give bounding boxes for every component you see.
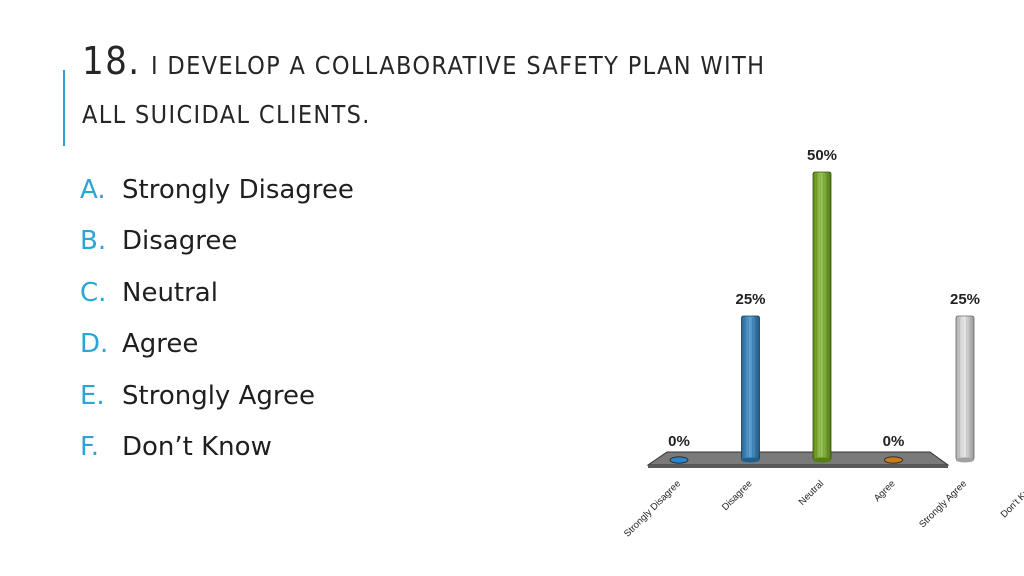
question-number: 18.	[82, 39, 141, 83]
category-label: Strongly Agree	[917, 478, 969, 530]
option-label: Disagree	[122, 226, 238, 257]
bar-base	[741, 457, 760, 463]
bar-0-zero	[669, 456, 689, 464]
option-f: F. Don’t Know	[80, 425, 354, 476]
chart-platform-edge	[648, 465, 948, 468]
data-label: 25%	[735, 291, 765, 308]
option-label: Strongly Disagree	[122, 175, 354, 205]
data-label: 0%	[668, 433, 690, 450]
data-label: 25%	[950, 291, 980, 308]
category-label: Disagree	[720, 478, 755, 513]
bar-base	[956, 457, 974, 463]
category-label: Neutral	[797, 478, 826, 507]
category-label: Strongly Disagree	[622, 478, 683, 539]
data-label: 0%	[883, 433, 905, 450]
chart-platform	[646, 451, 950, 466]
question-text: I develop a collaborative safety plan wi…	[82, 51, 766, 129]
option-letter: F.	[80, 431, 100, 462]
option-a: A. Strongly Disagree	[80, 168, 354, 219]
data-label: 50%	[807, 147, 837, 164]
chart-data-labels: 0%25%50%0%25%0%	[668, 147, 980, 450]
option-letter: B.	[80, 226, 107, 257]
page-title: 18. I develop a collaborative safety pla…	[82, 38, 766, 138]
answer-options-list: A. Strongly Disagree B. Disagree C. Neutral…	[80, 168, 354, 476]
option-letter: A.	[80, 175, 106, 205]
option-letter: C.	[80, 277, 107, 308]
option-e: E. Strongly Agree	[80, 374, 354, 425]
option-c: C. Neutral	[80, 271, 354, 322]
bar-4	[955, 315, 975, 461]
option-letter: D.	[80, 329, 109, 360]
bar-1	[741, 315, 760, 461]
category-label: Agree	[872, 478, 898, 504]
option-label: Don’t Know	[122, 431, 272, 462]
bar-2	[812, 171, 832, 461]
bar-3-zero	[884, 456, 903, 464]
option-label: Strongly Agree	[122, 380, 315, 411]
option-label: Agree	[122, 329, 199, 360]
option-b: B. Disagree	[80, 219, 354, 270]
option-letter: E.	[80, 380, 105, 411]
category-label: Don't Know	[999, 478, 1024, 520]
bar-base	[813, 457, 831, 463]
option-label: Neutral	[122, 277, 218, 308]
option-d: D. Agree	[80, 322, 354, 373]
chart-bars	[669, 171, 975, 464]
chart-category-labels: Strongly Disagree Disagree Neutral Agree Str…	[622, 478, 1024, 539]
title-accent-bar	[63, 70, 65, 146]
